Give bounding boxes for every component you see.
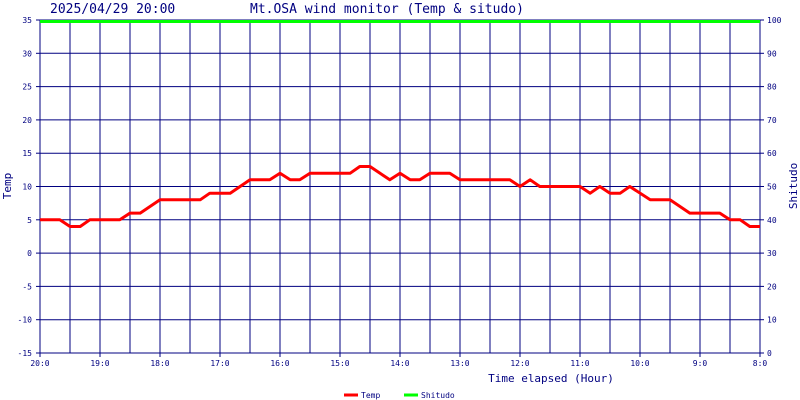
x-tick-label: 19:0 <box>90 359 109 368</box>
y-tick-label-right: 20 <box>767 282 777 291</box>
y-tick-label-left: 0 <box>27 249 32 258</box>
y-axis-left-title: Temp <box>1 173 14 200</box>
y-tick-label-right: 40 <box>767 216 777 225</box>
y-tick-label-right: 80 <box>767 83 777 92</box>
y-tick-label-left: 25 <box>22 83 32 92</box>
series-layer <box>40 20 760 228</box>
x-tick-label: 18:0 <box>150 359 169 368</box>
x-axis-ticks: 20:0 19:0 18:0 17:0 16:0 15:0 14:0 13:0 12:0 11:0… <box>30 353 767 368</box>
x-axis-title: Time elapsed (Hour) <box>488 372 614 385</box>
y-tick-label-left: 5 <box>27 216 32 225</box>
y-axis-right-title: Shitudo <box>787 163 800 209</box>
y-tick-label-left: -10 <box>18 316 33 325</box>
legend: Temp Shitudo <box>344 391 455 400</box>
y-tick-label-left: 35 <box>22 16 32 25</box>
series-line-temp <box>40 165 760 228</box>
chart-title: Mt.OSA wind monitor (Temp & situdo) <box>250 2 524 17</box>
y-tick-label-left: -15 <box>18 349 33 358</box>
x-tick-label: 15:0 <box>330 359 349 368</box>
x-tick-label: 20:0 <box>30 359 49 368</box>
y-tick-label-left: -5 <box>22 282 32 291</box>
x-tick-label: 9:0 <box>693 359 708 368</box>
y-tick-label-left: 10 <box>22 183 32 192</box>
x-tick-label: 13:0 <box>450 359 469 368</box>
x-tick-label: 17:0 <box>210 359 229 368</box>
y-tick-label-left: 20 <box>22 116 32 125</box>
x-tick-label: 16:0 <box>270 359 289 368</box>
y-tick-label-right: 10 <box>767 316 777 325</box>
legend-shitudo-label: Shitudo <box>421 391 455 400</box>
y-axis-left-ticks: 35 30 25 20 15 10 5 0 -5 -10 -15 <box>18 16 40 358</box>
y-tick-label-right: 90 <box>767 49 777 58</box>
y-tick-label-left: 15 <box>22 149 32 158</box>
y-tick-label-right: 70 <box>767 116 777 125</box>
legend-temp-label: Temp <box>361 391 380 400</box>
y-tick-label-left: 30 <box>22 49 32 58</box>
y-tick-label-right: 0 <box>767 349 772 358</box>
header-datetime: 2025/04/29 20:00 <box>50 2 175 17</box>
x-tick-label: 8:0 <box>753 359 768 368</box>
x-tick-label: 12:0 <box>510 359 529 368</box>
y-tick-label-right: 30 <box>767 249 777 258</box>
x-tick-label: 11:0 <box>570 359 589 368</box>
x-tick-label: 14:0 <box>390 359 409 368</box>
x-tick-label: 10:0 <box>630 359 649 368</box>
y-tick-label-right: 50 <box>767 183 777 192</box>
y-tick-label-right: 60 <box>767 149 777 158</box>
y-tick-label-right: 100 <box>767 16 782 25</box>
